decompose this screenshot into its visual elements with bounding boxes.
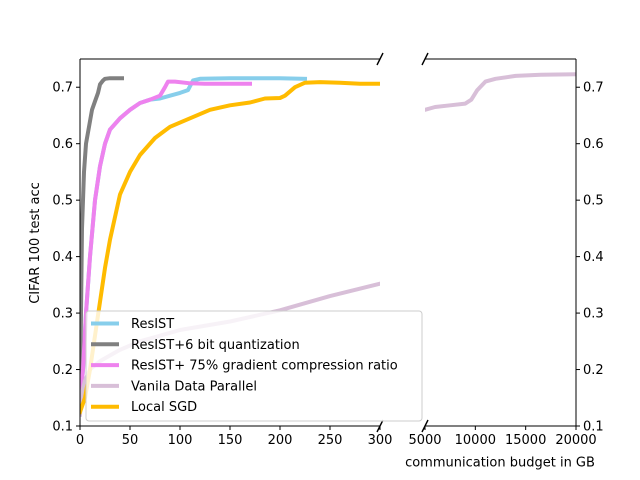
series-left-panel bbox=[80, 76, 380, 417]
axis-break-mark bbox=[376, 52, 384, 66]
y-axis-label: CIFAR 100 test acc bbox=[28, 182, 43, 304]
legend-label-resist: ResIST bbox=[131, 317, 174, 332]
y-tick-label-left: 0.7 bbox=[52, 81, 73, 96]
series-line-vanila-data-parallel-right bbox=[425, 72, 576, 112]
x-tick-label-right: 20000 bbox=[555, 433, 596, 448]
y-tick-label-right: 0.7 bbox=[583, 81, 604, 96]
y-tick-label-left: 0.5 bbox=[52, 194, 73, 209]
series-line-resist-6-bit-quantization-left bbox=[80, 76, 124, 406]
y-tick-label-right: 0.3 bbox=[583, 307, 604, 322]
x-tick-label-right: 10000 bbox=[455, 433, 496, 448]
y-tick-label-right: 0.4 bbox=[583, 250, 604, 265]
y-tick-label-right: 0.6 bbox=[583, 137, 604, 152]
y-tick-label-left: 0.6 bbox=[52, 137, 73, 152]
x-tick-label-right: 5000 bbox=[408, 433, 441, 448]
x-tick-label-left: 100 bbox=[168, 433, 193, 448]
legend-label-resist-75-gradient-compression-ratio: ResIST+ 75% gradient compression ratio bbox=[131, 359, 398, 374]
y-tick-label-left: 0.3 bbox=[52, 307, 73, 322]
series-line-local-sgd-left bbox=[80, 80, 380, 415]
y-tick-label-right: 0.1 bbox=[583, 420, 604, 435]
axis-break-mark bbox=[421, 52, 429, 66]
legend-label-local-sgd: Local SGD bbox=[131, 400, 197, 415]
y-tick-label-left: 0.2 bbox=[52, 363, 73, 378]
y-tick-label-right: 0.2 bbox=[583, 363, 604, 378]
legend-label-resist-6-bit-quantization: ResIST+6 bit quantization bbox=[131, 338, 300, 353]
x-tick-label-left: 250 bbox=[318, 433, 343, 448]
x-tick-label-right: 15000 bbox=[505, 433, 546, 448]
x-tick-label-left: 0 bbox=[76, 433, 84, 448]
x-tick-label-left: 300 bbox=[368, 433, 393, 448]
y-tick-label-right: 0.5 bbox=[583, 194, 604, 209]
y-tick-label-left: 0.4 bbox=[52, 250, 73, 265]
x-tick-label-left: 150 bbox=[218, 433, 243, 448]
series-line-resist-75-gradient-compression-ratio-left bbox=[80, 79, 252, 406]
legend-label-vanila-data-parallel: Vanila Data Parallel bbox=[131, 379, 257, 394]
ticks: 0.1 0.1 0.2 0.2 0.3 0.3 0.4 0.4 0.5 0.5 0.6 0.6 0.7 0… bbox=[52, 81, 603, 448]
legend-box bbox=[85, 310, 423, 422]
legend: ResIST ResIST+6 bit quantization ResIST+ 7… bbox=[85, 310, 423, 422]
series-right-panel bbox=[425, 72, 576, 112]
x-tick-label-left: 200 bbox=[268, 433, 293, 448]
x-tick-label-left: 50 bbox=[122, 433, 139, 448]
x-axis-label: communication budget in GB bbox=[405, 456, 595, 471]
y-tick-label-left: 0.1 bbox=[52, 420, 73, 435]
